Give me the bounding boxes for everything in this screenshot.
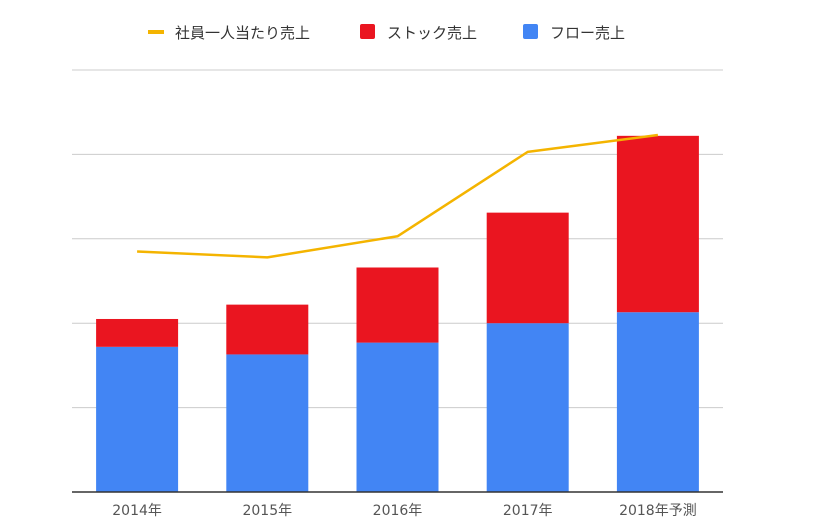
x-tick-label: 2015年	[242, 503, 292, 519]
legend-label: ストック売上	[387, 24, 477, 42]
bar-flow	[356, 342, 439, 492]
gridlines	[72, 69, 723, 409]
legend-swatch	[360, 24, 375, 39]
x-tick-label: 2017年	[503, 503, 553, 519]
bar-flow	[226, 354, 309, 492]
line-series	[137, 133, 659, 259]
legend-label: フロー売上	[550, 24, 625, 42]
bar-stock	[96, 318, 179, 347]
line-per-employee-sales	[137, 133, 659, 259]
legend-swatch	[148, 30, 164, 34]
bar-flow	[96, 346, 179, 492]
bars	[96, 135, 699, 492]
legend-swatch	[523, 24, 538, 39]
legend-item: 社員一人当たり売上	[148, 24, 310, 42]
bar-stock	[356, 267, 439, 343]
legend-item: ストック売上	[360, 24, 477, 42]
legend-item: フロー売上	[523, 24, 625, 42]
bar-flow	[616, 312, 699, 492]
bar-flow	[486, 323, 569, 492]
x-axis: 2014年 2015年 2016年 2017年 2018年予測	[72, 491, 723, 519]
bar-stock	[616, 135, 699, 313]
bar-stock	[486, 212, 569, 324]
legend-label: 社員一人当たり売上	[175, 24, 310, 42]
legend: 社員一人当たり売上 ストック売上 フロー売上	[148, 24, 625, 42]
bar-stock	[226, 304, 309, 355]
x-tick-label: 2016年	[373, 503, 423, 519]
x-tick-label: 2014年	[112, 503, 162, 519]
x-tick-label: 2018年予測	[619, 503, 697, 519]
